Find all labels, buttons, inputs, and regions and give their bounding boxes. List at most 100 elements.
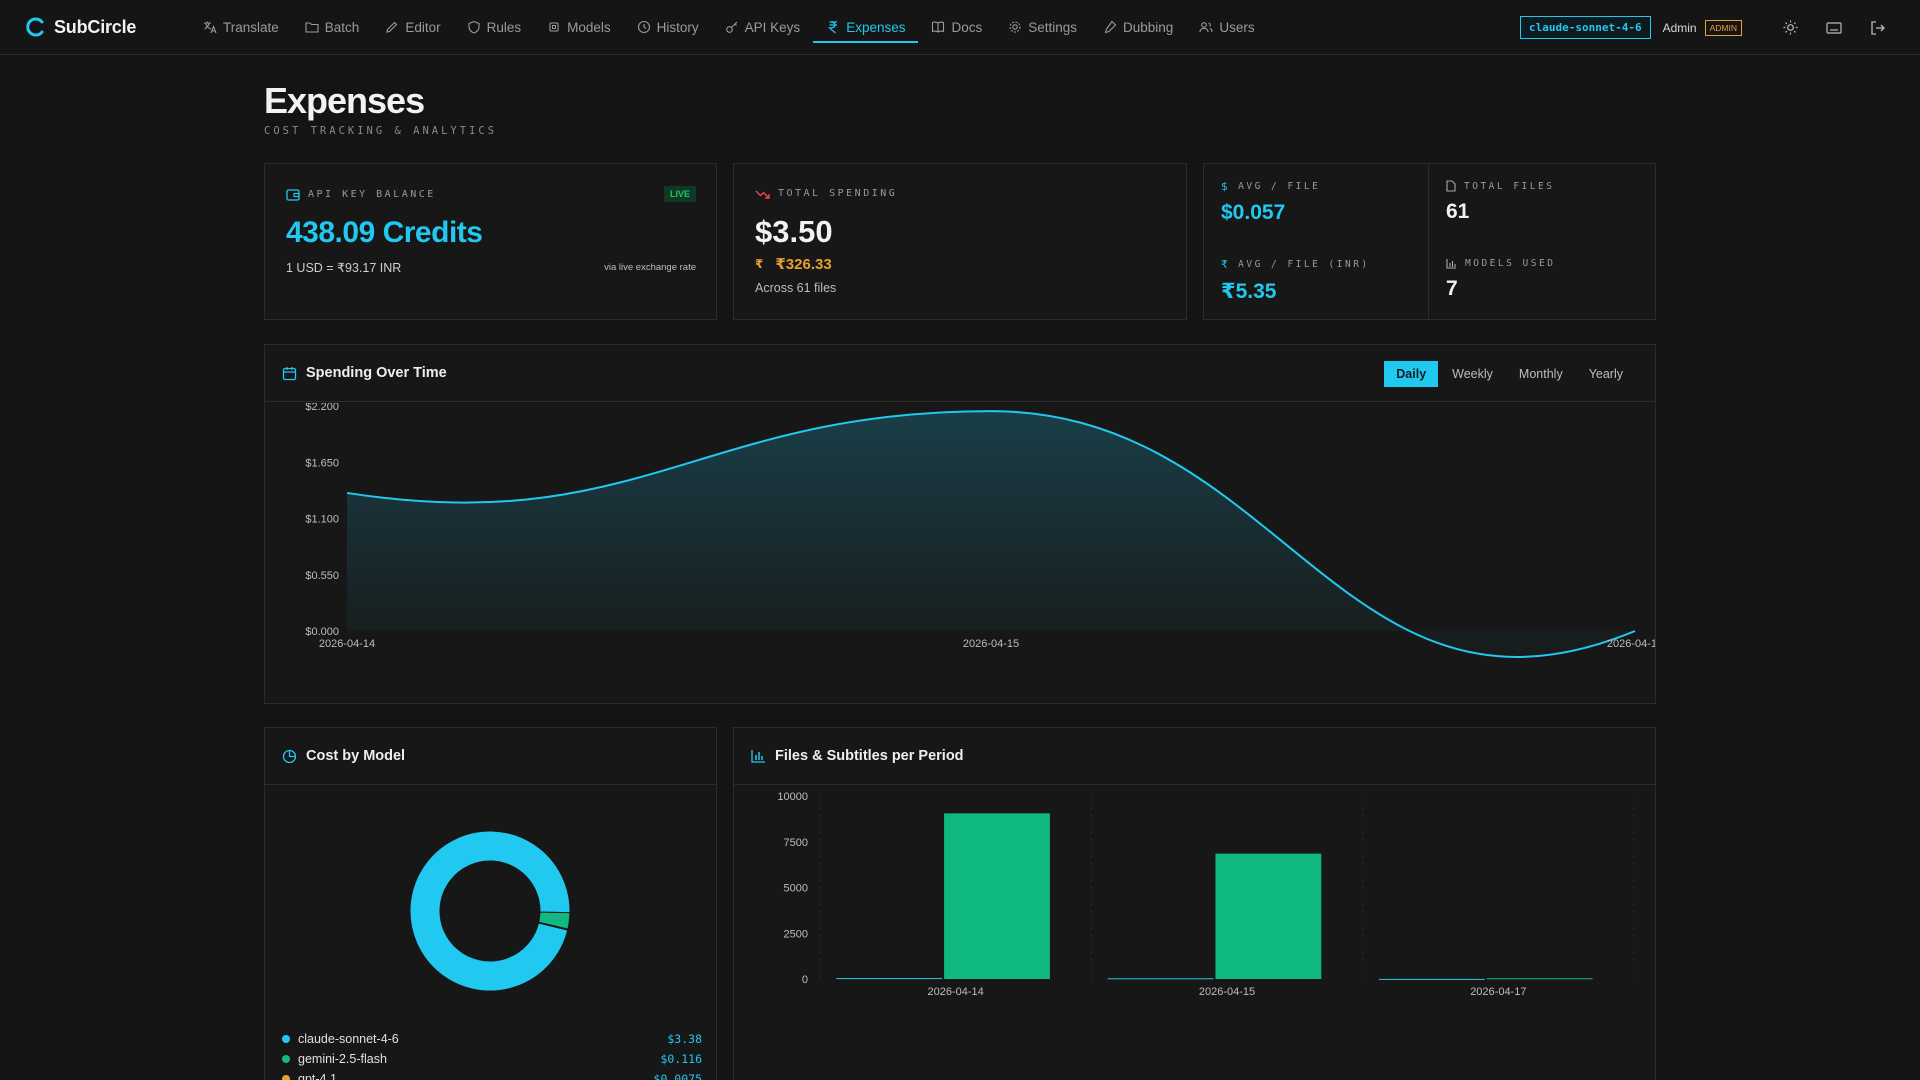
top-navigation: SubCircle Translate Batch Editor Rules Model… xyxy=(0,0,1920,55)
x-tick-label: 2026-04-14 xyxy=(319,638,375,650)
cpu-icon xyxy=(547,20,561,34)
spending-area xyxy=(347,411,1635,657)
page-title: Expenses xyxy=(264,80,425,121)
tab-daily[interactable]: Daily xyxy=(1384,361,1439,387)
total-files-label: TOTAL FILES xyxy=(1464,180,1555,192)
spending-file-count: Across 61 files xyxy=(755,281,837,295)
subcircle-logo-icon xyxy=(26,17,44,37)
legend-value: $3.38 xyxy=(667,1032,702,1046)
rupee-icon: ₹ xyxy=(755,257,764,271)
shield-icon xyxy=(467,20,481,34)
nav-label: Models xyxy=(567,19,611,35)
legend-item: claude-sonnet-4-6 $3.38 xyxy=(282,1029,702,1049)
key-icon xyxy=(725,20,739,34)
mic-icon xyxy=(1103,20,1117,34)
nav-translate[interactable]: Translate xyxy=(190,0,292,55)
bar[interactable] xyxy=(944,813,1050,979)
legend-value: $0.0075 xyxy=(653,1072,702,1080)
bar[interactable] xyxy=(836,978,943,980)
bar[interactable] xyxy=(1215,853,1322,979)
y-tick-label: $0.550 xyxy=(305,570,339,582)
nav-rules[interactable]: Rules xyxy=(454,0,535,55)
tab-weekly[interactable]: Weekly xyxy=(1452,367,1493,381)
spending-line-chart: $2.200 $1.650 $1.100 $0.550 $0.0002026-04-14… xyxy=(305,403,1655,658)
bar-chart-icon xyxy=(1446,258,1457,269)
keyboard-shortcuts-button[interactable] xyxy=(1820,14,1848,42)
theme-toggle-button[interactable] xyxy=(1776,14,1804,42)
legend-dot xyxy=(282,1075,290,1080)
exchange-rate: 1 USD = ₹93.17 INR xyxy=(286,261,402,275)
y-tick-label: 5000 xyxy=(784,883,808,895)
cost-by-model-donut xyxy=(409,830,571,992)
book-icon xyxy=(931,20,945,34)
files-chart-header: Files & Subtitles per Period xyxy=(734,728,1655,785)
period-tabs: Daily Weekly Monthly Yearly xyxy=(1382,361,1635,387)
trending-down-icon xyxy=(755,189,770,199)
logout-button[interactable] xyxy=(1864,14,1892,42)
user-name: Admin xyxy=(1662,20,1697,35)
keyboard-icon xyxy=(1826,21,1842,34)
bar[interactable] xyxy=(1486,978,1593,980)
avg-file-label: AVG / FILE xyxy=(1238,181,1321,192)
calendar-icon xyxy=(282,366,297,381)
rupee-icon: ₹ xyxy=(1221,258,1231,271)
nav-docs[interactable]: Docs xyxy=(918,0,995,55)
tab-yearly[interactable]: Yearly xyxy=(1588,367,1623,381)
nav-users[interactable]: Users xyxy=(1186,0,1267,55)
model-selector[interactable]: claude-sonnet-4-6 xyxy=(1520,16,1651,39)
nav-models[interactable]: Models xyxy=(534,0,624,55)
rupee-icon xyxy=(826,20,840,34)
nav-editor[interactable]: Editor xyxy=(372,0,453,55)
nav-label: API Keys xyxy=(744,19,801,35)
nav-label: Translate xyxy=(223,19,279,35)
stats-card: $ AVG / FILE $0.057 TOTAL FILES 61 ₹ AVG /… xyxy=(1203,163,1656,320)
nav-expenses[interactable]: Expenses xyxy=(813,0,919,55)
legend-label: gpt-4.1 xyxy=(298,1072,337,1080)
models-label-row: MODELS USED xyxy=(1446,258,1672,269)
nav-label: History xyxy=(656,19,699,35)
translate-icon xyxy=(203,20,217,34)
stat-divider xyxy=(1428,164,1429,320)
balance-label-row: API KEY BALANCE xyxy=(286,188,436,201)
total-files-label-row: TOTAL FILES xyxy=(1446,180,1672,192)
wallet-icon xyxy=(286,188,300,201)
cost-by-model-header: Cost by Model xyxy=(265,728,716,785)
nav-api-keys[interactable]: API Keys xyxy=(712,0,814,55)
nav-history[interactable]: History xyxy=(624,0,712,55)
files-subtitles-card: Files & Subtitles per Period 10000 7500 50… xyxy=(733,727,1656,1080)
total-spending-card: TOTAL SPENDING $3.50 ₹ ₹326.33 Across 61… xyxy=(733,163,1187,320)
tab-monthly[interactable]: Monthly xyxy=(1518,367,1563,381)
y-tick-label: $0.000 xyxy=(305,626,339,638)
total-spending-inr: ₹326.33 xyxy=(775,256,832,273)
nav-dubbing[interactable]: Dubbing xyxy=(1090,0,1186,55)
nav-settings[interactable]: Settings xyxy=(995,0,1090,55)
cost-by-model-title: Cost by Model xyxy=(306,748,406,764)
total-files-value: 61 xyxy=(1446,200,1470,223)
donut-slice-claude-sonnet-4-6[interactable] xyxy=(409,830,571,992)
avg-inr-value: ₹5.35 xyxy=(1221,280,1277,303)
x-tick-label: 2026-04-17 xyxy=(1470,986,1526,998)
balance-label: API KEY BALANCE xyxy=(308,189,436,200)
nav-label: Editor xyxy=(405,19,441,35)
y-tick-label: $1.650 xyxy=(305,457,339,469)
brand[interactable]: SubCircle xyxy=(26,17,176,38)
y-tick-label: 10000 xyxy=(777,791,808,803)
nav-label: Rules xyxy=(486,19,522,35)
models-label: MODELS USED xyxy=(1465,258,1556,269)
legend-dot xyxy=(282,1055,290,1063)
bar[interactable] xyxy=(1378,978,1485,980)
live-badge: LIVE xyxy=(663,186,696,202)
x-tick-label: 2026-04-15 xyxy=(963,638,1019,650)
files-chart-title: Files & Subtitles per Period xyxy=(775,748,964,764)
nav-batch[interactable]: Batch xyxy=(292,0,373,55)
nav-label: Batch xyxy=(324,19,360,35)
spending-line xyxy=(346,410,1636,658)
api-key-balance-card: API KEY BALANCE LIVE 438.09 Credits 1 US… xyxy=(264,163,717,320)
clock-icon xyxy=(637,20,651,34)
spending-chart-header: Spending Over Time xyxy=(265,345,1655,402)
bar[interactable] xyxy=(1107,978,1214,980)
cost-by-model-legend: claude-sonnet-4-6 $3.38 gemini-2.5-flash $0… xyxy=(282,1029,702,1080)
legend-item: gemini-2.5-flash $0.116 xyxy=(282,1049,702,1069)
users-icon xyxy=(1199,20,1213,34)
gear-icon xyxy=(1008,20,1022,34)
